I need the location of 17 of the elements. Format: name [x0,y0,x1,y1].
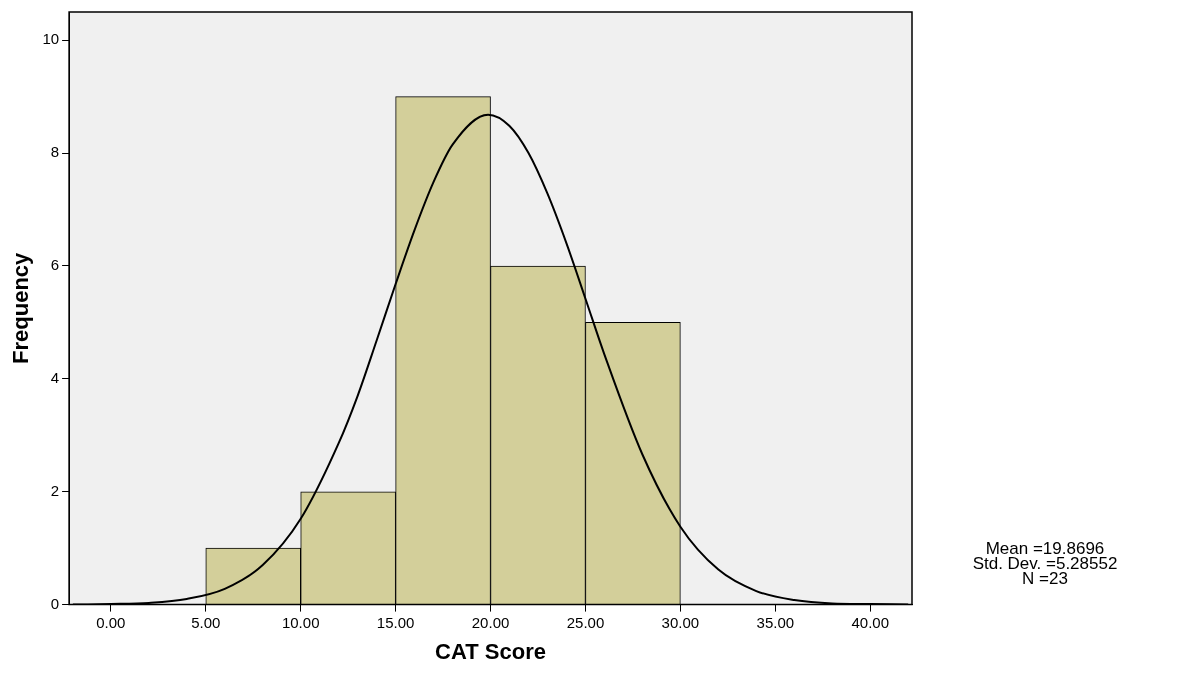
y-tick-label: 4 [50,368,60,386]
y-axis-title: Frequency [8,251,34,364]
x-tick-label: 10.00 [281,613,320,631]
y-tick-label: 10 [42,30,60,48]
x-tick-label: 25.00 [566,613,605,631]
x-tick-label: 30.00 [661,613,700,631]
y-tick-label: 2 [50,481,60,499]
x-tick-label: 5.00 [191,613,221,631]
y-tick-label: 6 [50,256,60,274]
y-tick-label: 8 [50,143,60,161]
x-tick-label: 15.00 [376,613,415,631]
x-tick-label: 0.00 [96,613,126,631]
x-tick-label: 20.00 [471,613,510,631]
y-tick-label: 0 [50,594,60,612]
x-tick-label: 35.00 [756,613,795,631]
x-axis-title: CAT Score [435,638,546,664]
x-tick-label: 40.00 [851,613,890,631]
